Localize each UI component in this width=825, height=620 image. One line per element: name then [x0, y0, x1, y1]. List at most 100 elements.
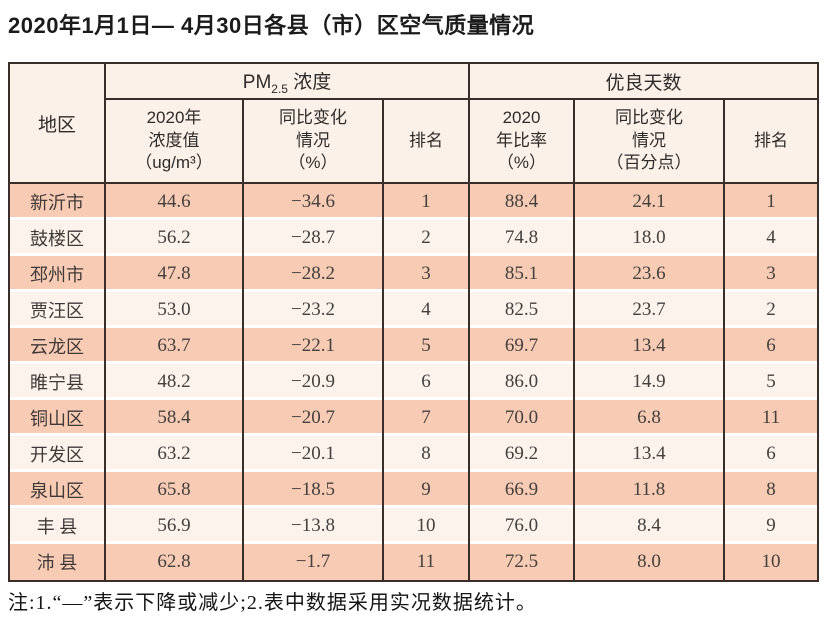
cell-region: 新沂市: [8, 183, 106, 220]
cell-region: 沛 县: [8, 544, 106, 581]
cell-good-change: 8.0: [573, 544, 725, 581]
cell-region: 睢宁县: [8, 364, 106, 400]
col-header-good-rank: 排名: [722, 99, 820, 184]
cell-good-change: 11.8: [573, 472, 725, 508]
cell-pm-value: 48.2: [104, 364, 244, 400]
cell-good-change: 8.4: [573, 508, 725, 544]
cell-good-rank: 8: [722, 472, 820, 508]
table-row: 贾汪区 53.0 −23.2 4 82.5 23.7 2: [8, 292, 820, 328]
cell-good-rank: 10: [722, 544, 820, 581]
col-header-region: 地区: [8, 63, 106, 184]
cell-good-ratio: 85.1: [468, 256, 575, 292]
cell-good-ratio: 69.2: [468, 436, 575, 472]
cell-good-change: 13.4: [573, 436, 725, 472]
cell-pm-change: −28.7: [242, 220, 384, 256]
cell-region: 开发区: [8, 436, 106, 472]
cell-pm-value: 56.2: [104, 220, 244, 256]
cell-good-ratio: 82.5: [468, 292, 575, 328]
cell-pm-rank: 9: [382, 472, 470, 508]
cell-good-rank: 9: [722, 508, 820, 544]
cell-pm-value: 62.8: [104, 544, 244, 581]
cell-pm-change: −20.7: [242, 400, 384, 436]
cell-pm-change: −22.1: [242, 328, 384, 364]
cell-good-rank: 6: [722, 436, 820, 472]
cell-pm-rank: 3: [382, 256, 470, 292]
cell-pm-change: −13.8: [242, 508, 384, 544]
cell-good-change: 18.0: [573, 220, 725, 256]
cell-good-change: 23.6: [573, 256, 725, 292]
cell-pm-value: 53.0: [104, 292, 244, 328]
cell-pm-change: −23.2: [242, 292, 384, 328]
cell-region: 云龙区: [8, 328, 106, 364]
cell-pm-change: −20.1: [242, 436, 384, 472]
cell-good-ratio: 88.4: [468, 183, 575, 220]
cell-good-change: 23.7: [573, 292, 725, 328]
air-quality-table: 地区 PM2.5 浓度 优良天数 2020年 浓度值 （ug/m³） 同比变化 情况（…: [8, 62, 820, 582]
cell-pm-value: 47.8: [104, 256, 244, 292]
cell-good-rank: 3: [722, 256, 820, 292]
table-row: 铜山区 58.4 −20.7 7 70.0 6.8 11: [8, 400, 820, 436]
header-group-row: 地区 PM2.5 浓度 优良天数: [8, 63, 820, 184]
footnote: 注:1.“—”表示下降或减少;2.表中数据采用实况数据统计。: [8, 592, 537, 614]
table-row: 新沂市 44.6 −34.6 1 88.4 24.1 1: [8, 183, 820, 220]
cell-pm-change: −34.6: [242, 183, 384, 220]
table-row: 鼓楼区 56.2 −28.7 2 74.8 18.0 4: [8, 220, 820, 256]
cell-good-rank: 11: [722, 400, 820, 436]
cell-pm-value: 63.2: [104, 436, 244, 472]
col-group-good-days: 优良天数: [467, 63, 820, 100]
cell-good-change: 14.9: [573, 364, 725, 400]
cell-pm-rank: 2: [382, 220, 470, 256]
col-header-pm-rank: 排名: [382, 99, 470, 184]
cell-region: 邳州市: [8, 256, 106, 292]
cell-good-change: 6.8: [573, 400, 725, 436]
cell-pm-change: −28.2: [242, 256, 384, 292]
table-row: 睢宁县 48.2 −20.9 6 86.0 14.9 5: [8, 364, 820, 400]
cell-pm-rank: 8: [382, 436, 470, 472]
cell-good-rank: 2: [722, 292, 820, 328]
cell-good-rank: 4: [722, 220, 820, 256]
cell-pm-rank: 1: [382, 183, 470, 220]
cell-region: 丰 县: [8, 508, 106, 544]
cell-good-change: 24.1: [573, 183, 725, 220]
cell-good-ratio: 69.7: [468, 328, 575, 364]
cell-good-ratio: 72.5: [468, 544, 575, 581]
cell-good-ratio: 76.0: [468, 508, 575, 544]
col-header-pm-value: 2020年 浓度值 （ug/m³）: [104, 99, 244, 184]
table-row: 丰 县 56.9 −13.8 10 76.0 8.4 9: [8, 508, 820, 544]
col-group-pm25: PM2.5 浓度: [104, 63, 470, 100]
table-row: 沛 县 62.8 −1.7 11 72.5 8.0 10: [8, 544, 820, 581]
header-sub-row: 2020年 浓度值 （ug/m³） 同比变化 情况 （%） 排名 2020 年比率 （%） …: [9, 99, 820, 184]
table-row: 泉山区 65.8 −18.5 9 66.9 11.8 8: [8, 472, 820, 508]
cell-good-ratio: 86.0: [468, 364, 575, 400]
table-row: 开发区 63.2 −20.1 8 69.2 13.4 6: [8, 436, 820, 472]
col-header-good-change: 同比变化 情况 （百分点）: [573, 99, 725, 184]
cell-good-rank: 6: [722, 328, 820, 364]
cell-pm-rank: 5: [382, 328, 470, 364]
pm25-subscript: 2.5: [271, 81, 288, 96]
cell-pm-rank: 11: [382, 544, 470, 581]
cell-pm-rank: 10: [382, 508, 470, 544]
cell-region: 泉山区: [8, 472, 106, 508]
cell-region: 鼓楼区: [8, 220, 106, 256]
col-header-good-ratio: 2020 年比率 （%）: [468, 99, 575, 184]
col-header-pm-change: 同比变化 情况 （%）: [242, 99, 384, 184]
cell-pm-change: −18.5: [242, 472, 384, 508]
cell-pm-value: 56.9: [104, 508, 244, 544]
cell-pm-change: −1.7: [242, 544, 384, 581]
table-row: 云龙区 63.7 −22.1 5 69.7 13.4 6: [8, 328, 820, 364]
cell-region: 铜山区: [8, 400, 106, 436]
page-title: 2020年1月1日— 4月30日各县（市）区空气质量情况: [8, 13, 535, 38]
cell-region: 贾汪区: [8, 292, 106, 328]
cell-good-ratio: 66.9: [468, 472, 575, 508]
cell-pm-rank: 7: [382, 400, 470, 436]
cell-good-rank: 5: [722, 364, 820, 400]
cell-pm-value: 58.4: [104, 400, 244, 436]
cell-pm-rank: 6: [382, 364, 470, 400]
cell-pm-value: 63.7: [104, 328, 244, 364]
cell-pm-value: 65.8: [104, 472, 244, 508]
cell-pm-rank: 4: [382, 292, 470, 328]
cell-good-change: 13.4: [573, 328, 725, 364]
cell-good-ratio: 70.0: [468, 400, 575, 436]
table-row: 邳州市 47.8 −28.2 3 85.1 23.6 3: [8, 256, 820, 292]
